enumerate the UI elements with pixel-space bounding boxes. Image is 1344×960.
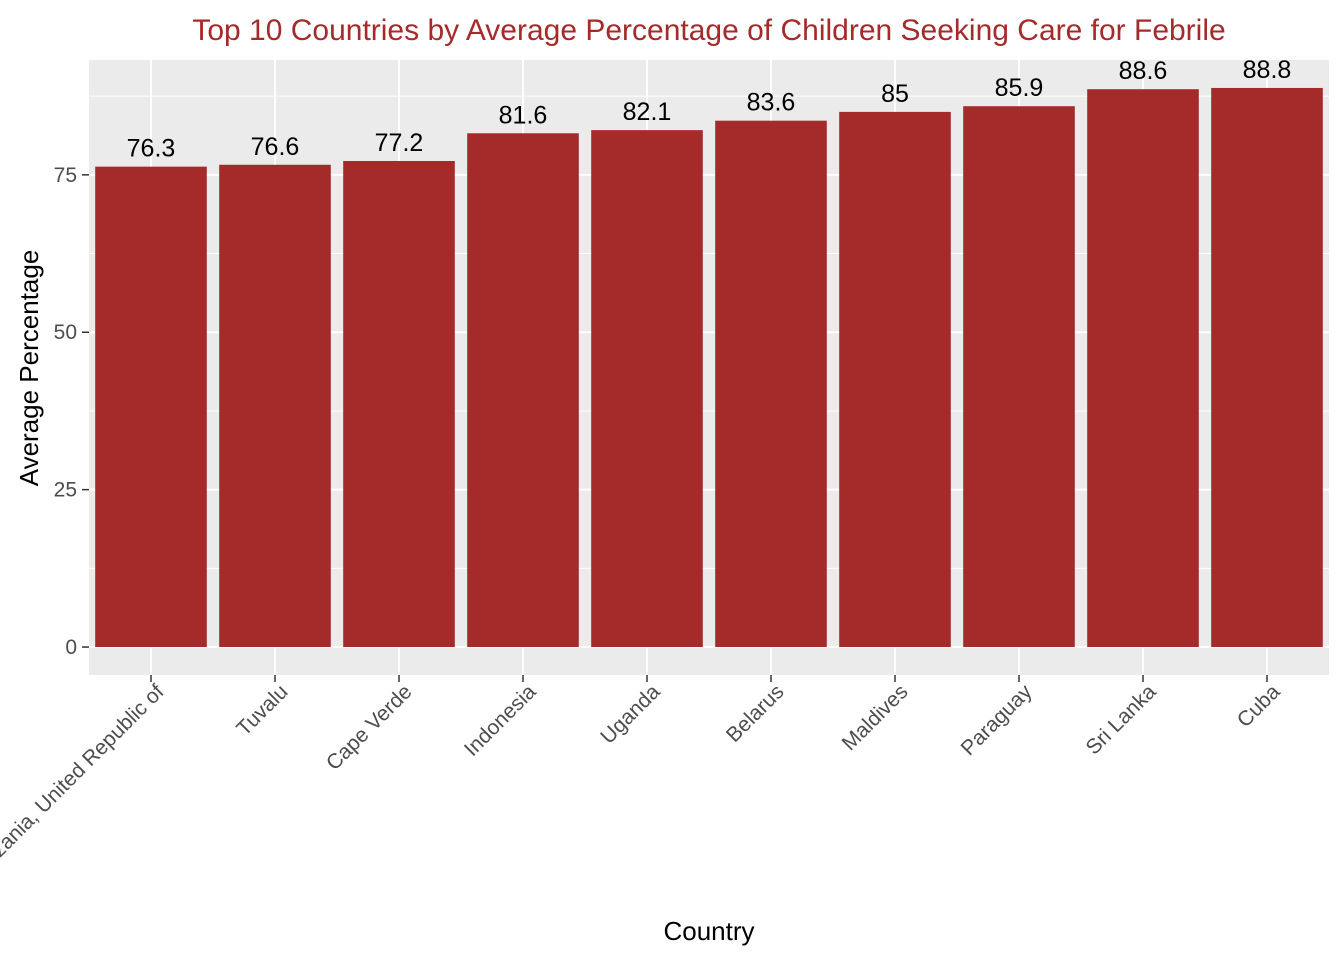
x-tick-label: Cape Verde: [322, 680, 417, 775]
bar: [715, 120, 827, 648]
bar: [839, 111, 951, 648]
data-labels: 76.3 76.6 77.2 81.6 82.1 83.6 85 85.9 88.6 88.8: [127, 56, 1292, 163]
x-tick-label: Paraguay: [957, 680, 1037, 760]
y-tick-label: 50: [54, 321, 77, 344]
x-tick-label: Indonesia: [460, 680, 541, 761]
bar: [467, 133, 579, 648]
bars: [95, 87, 1323, 648]
bar-value-label: 82.1: [623, 98, 672, 126]
chart-title: Top 10 Countries by Average Percentage o…: [192, 14, 1225, 47]
bar-value-label: 76.6: [251, 133, 300, 161]
x-tick-label: Tuvalu: [232, 680, 292, 740]
x-tick-label: Tanzania, United Republic of: [0, 680, 169, 885]
x-tick-label: Belarus: [722, 680, 789, 747]
y-tick-label: 25: [54, 479, 77, 502]
x-tick-label: Uganda: [596, 680, 665, 749]
bar-value-label: 85: [881, 80, 909, 108]
x-tick-label: Cuba: [1233, 680, 1285, 732]
y-tick-label: 0: [65, 636, 77, 659]
bar-value-label: 85.9: [995, 74, 1044, 102]
bar: [95, 166, 207, 648]
bar-value-label: 81.6: [499, 101, 548, 129]
bar-value-label: 88.6: [1119, 57, 1168, 85]
bar: [963, 106, 1075, 648]
y-tick-label: 75: [54, 164, 77, 187]
bar-value-label: 76.3: [127, 135, 176, 163]
x-tick-label: Sri Lanka: [1082, 680, 1161, 759]
bar: [591, 130, 703, 648]
x-axis: Tanzania, United Republic of Tuvalu Cape V…: [0, 675, 1285, 886]
bar: [1087, 89, 1199, 648]
y-axis: 0 25 50 75: [54, 164, 89, 659]
x-axis-title: Country: [663, 916, 754, 946]
bar: [1211, 87, 1323, 648]
bar-value-label: 83.6: [747, 89, 796, 117]
bar-value-label: 88.8: [1243, 56, 1292, 84]
bar-value-label: 77.2: [375, 129, 424, 157]
bar: [343, 160, 455, 648]
x-tick-label: Maldives: [838, 680, 913, 755]
y-axis-title: Average Percentage: [14, 250, 44, 487]
bar: [219, 164, 331, 648]
